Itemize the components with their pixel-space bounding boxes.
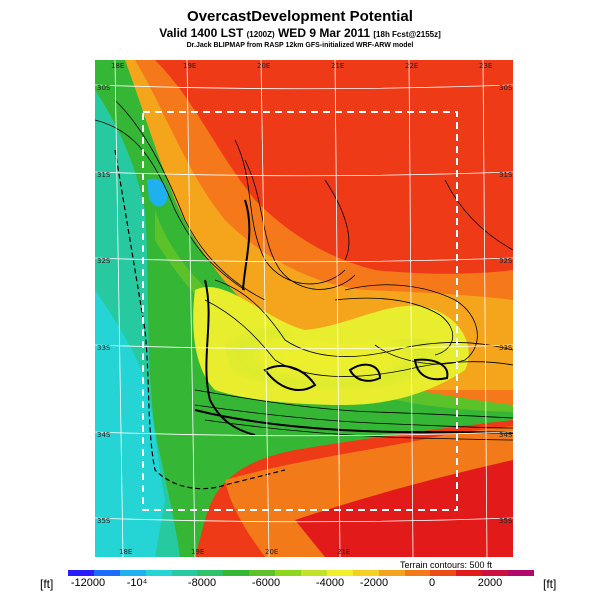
colorbar-swatch [456,570,483,576]
colorbar-swatch [119,570,146,576]
contour-line [194,389,513,419]
colorbar-swatch [352,570,379,576]
colorbar-tick: -2000 [359,577,389,589]
lat-label-right: 30S [499,84,513,92]
lat-label-left: 33S [97,344,111,352]
colorbar-swatch [249,570,276,576]
lat-label-right: 31S [499,171,513,179]
lat-label-right: 33S [499,344,513,352]
lon-label-bottom: 20E [265,548,278,556]
colorbar-tick: -10⁴ [126,577,148,589]
colorbar-swatch [145,570,172,576]
contour-line [334,297,454,356]
lon-label-top: 19E [183,62,196,70]
parallel [95,431,513,437]
lat-label-left: 32S [97,257,111,265]
valid-line: Valid 1400 LST [159,26,244,40]
colorbar-tick: -4000 [315,577,345,589]
coastline [114,149,286,490]
lat-label-right: 35S [499,517,513,525]
terrain-note: Terrain contours: 500 ft [400,560,493,570]
contour-bold [242,199,251,291]
lat-label-left: 34S [97,431,111,439]
colorbar-swatch [482,570,509,576]
colorbar-swatch [378,570,405,576]
lat-label-left: 35S [97,517,111,525]
model-source: Dr.Jack BLIPMAP from RASP 12km GFS-initi… [186,42,414,49]
field-blue [147,178,168,207]
field-cyan [95,290,165,557]
colorbar-tick: -12000 [70,577,106,589]
contour-line [194,404,513,429]
contour-bold [204,279,256,436]
lon-label-bottom: 21E [337,548,350,556]
meridian [482,60,488,557]
forecast-map: 18E 19E 20E 21E 22E 23E 18E 19E 20E 21E 30S 31S 32S 3… [95,60,513,557]
forecast-tag: [18h Fcst@2155z] [373,30,441,39]
contour-line [344,284,478,365]
lat-label-right: 32S [499,257,513,265]
valid-date: WED 9 Mar 2011 [277,26,371,40]
lon-label-top: 20E [257,62,270,70]
colorbar-swatch [197,570,224,576]
lat-label-left: 31S [97,171,111,179]
parallel [95,84,513,90]
lon-label-top: 18E [111,62,124,70]
lat-lon-grid [95,60,513,557]
valid-time: Valid 1400 LST (1200Z) WED 9 Mar 2011 [1… [0,26,600,40]
chart-title: OvercastDevelopment Potential [187,8,413,25]
colorbar-swatch [275,570,302,576]
colorbar-swatch [68,570,94,576]
colorbar-tick: 0 [428,577,436,589]
meridian [408,60,414,557]
colorbar-swatch [326,570,353,576]
lon-label-top: 22E [405,62,418,70]
colorbar-unit-right: [ft] [543,577,557,591]
inner-domain-box [142,111,458,511]
parallel [95,517,513,523]
lat-label-right: 34S [499,431,513,439]
colorbar-swatch [508,570,535,576]
field-yellow-core [215,317,448,392]
colorbar [68,570,535,576]
contour-bold [413,358,449,381]
contour-line [444,179,513,251]
colorbar-tick: -8000 [187,577,217,589]
colorbar-tick: -6000 [251,577,281,589]
colorbar-tick: 2000 [477,577,503,589]
contour-line [234,139,346,285]
colorbar-swatch [93,570,120,576]
colorbar-unit-left: [ft] [40,577,54,591]
meridian [114,60,124,557]
contour-line [324,179,350,261]
lat-label-left: 30S [97,84,111,92]
contour-line [114,99,266,301]
terrain-contours-bold [194,199,513,436]
colorbar-swatch [223,570,250,576]
colorbar-swatch [430,570,457,576]
colorbar-swatch [171,570,198,576]
field-south-red [295,460,513,557]
contour-line [95,119,246,291]
meridian [334,60,341,557]
meridian [186,60,196,557]
valid-utc: (1200Z) [246,30,275,39]
contour-line [244,159,356,290]
parallel [95,344,513,350]
colorbar-swatch [301,570,327,576]
lon-label-bottom: 19E [191,548,204,556]
contour-bold [348,363,382,382]
contour-line [204,419,513,441]
lon-label-bottom: 18E [119,548,132,556]
lon-label-top: 21E [331,62,344,70]
colorbar-swatch [404,570,431,576]
contour-bold [263,365,317,391]
meridian [260,60,270,557]
contour-bold [194,409,513,434]
lon-label-top: 23E [479,62,492,70]
